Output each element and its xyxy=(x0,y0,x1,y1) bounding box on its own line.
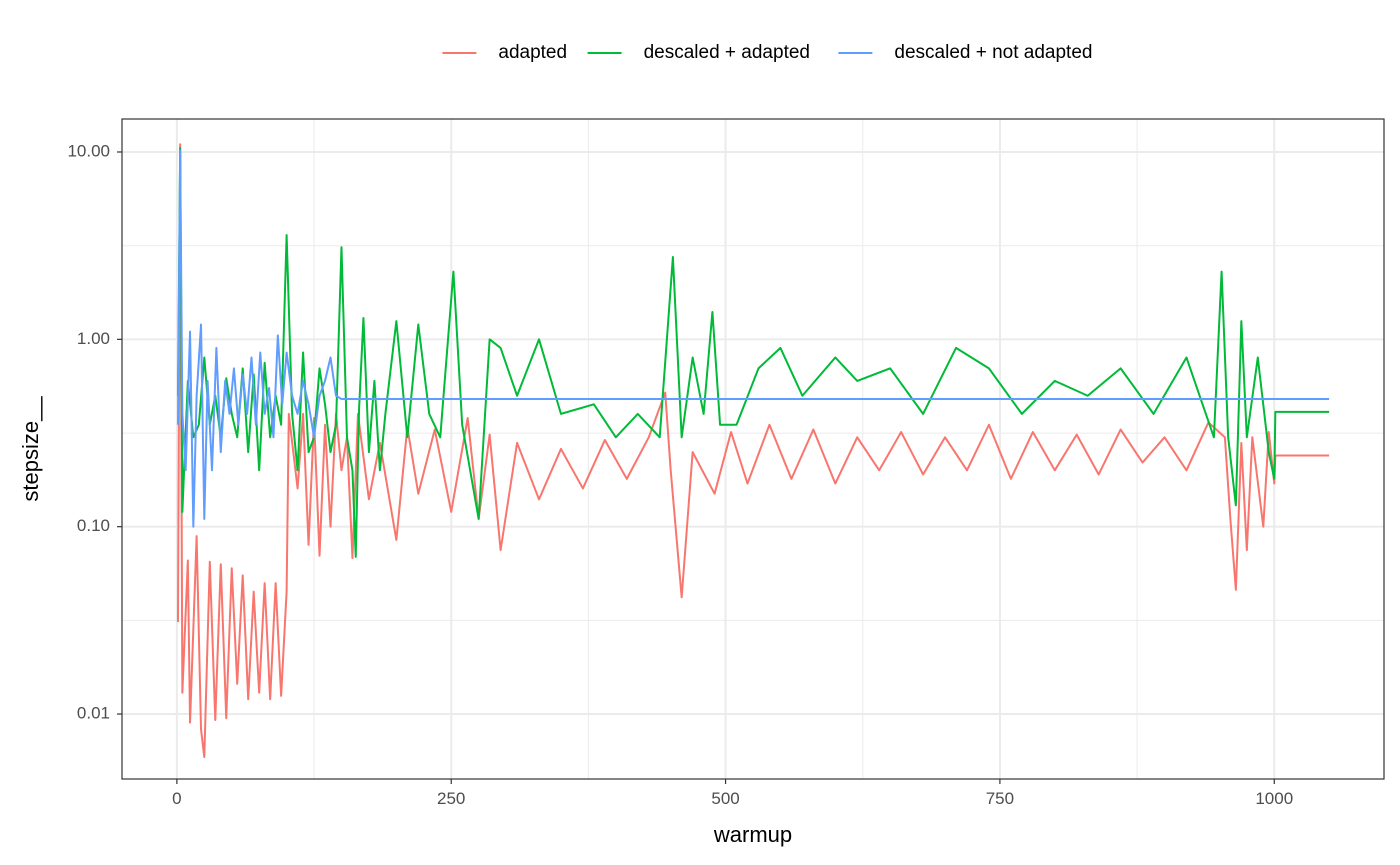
x-tick-label: 0 xyxy=(172,789,181,808)
legend: adapted descaled + adapted descaled + not … xyxy=(442,42,1092,63)
y-tick-label: 0.10 xyxy=(77,516,110,535)
x-tick-label: 750 xyxy=(986,789,1014,808)
series-lines xyxy=(176,143,1330,758)
axis-ticks: 0 250 500 750 1000 0.01 0.10 1.00 10.00 xyxy=(67,141,1293,808)
y-tick-label: 10.00 xyxy=(67,141,110,160)
x-axis-title: warmup xyxy=(713,822,792,847)
legend-label-2: descaled + adapted xyxy=(644,42,810,63)
series-line-2 xyxy=(176,147,1330,558)
y-tick-label: 0.01 xyxy=(77,704,110,723)
plot-panel-border xyxy=(121,118,1385,780)
x-tick-label: 1000 xyxy=(1255,789,1293,808)
y-tick-label: 1.00 xyxy=(77,329,110,348)
legend-label-3: descaled + not adapted xyxy=(894,42,1092,63)
series-line-1 xyxy=(176,143,1330,758)
y-axis-title: stepsize__ xyxy=(18,396,43,502)
legend-label-1: adapted xyxy=(498,42,567,63)
series-line-3 xyxy=(176,149,1330,528)
x-tick-label: 500 xyxy=(711,789,739,808)
x-tick-label: 250 xyxy=(437,789,465,808)
